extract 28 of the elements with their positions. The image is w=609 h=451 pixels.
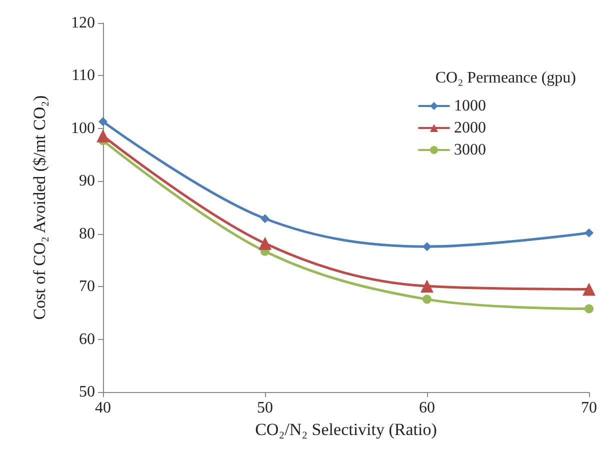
point: [584, 304, 594, 314]
point: [584, 228, 594, 238]
y-tick-label: 100: [71, 120, 95, 137]
x-tick-label: 40: [95, 400, 111, 417]
x-tick-label: 50: [257, 400, 273, 417]
y-tick-label: 70: [79, 278, 95, 296]
x-axis-title: CO₂/N₂ Selectivity (Ratio): [255, 420, 437, 439]
legend-label: 3000: [454, 142, 486, 158]
legend-title: CO₂ Permeance (gpu): [435, 70, 576, 86]
y-axis-title: Cost of CO₂ Avoided ($/mt CO₂): [30, 95, 49, 320]
y-tick-label: 60: [79, 330, 95, 348]
y-tick-label: 120: [71, 14, 95, 32]
y-tick-label: 80: [79, 225, 95, 242]
y-tick-label: 110: [72, 67, 95, 84]
legend-label: 2000: [454, 120, 486, 136]
point: [422, 294, 432, 304]
y-tick-label: 90: [79, 172, 95, 190]
point: [98, 117, 108, 126]
point: [420, 280, 434, 293]
point: [260, 214, 270, 224]
point: [96, 129, 110, 142]
point: [422, 242, 432, 252]
y-tick-label: 50: [79, 384, 95, 401]
point: [582, 282, 596, 296]
x-tick-label: 70: [581, 400, 597, 417]
point: [258, 236, 272, 250]
x-tick-label: 60: [419, 400, 435, 417]
legend-label: 1000: [454, 98, 486, 114]
